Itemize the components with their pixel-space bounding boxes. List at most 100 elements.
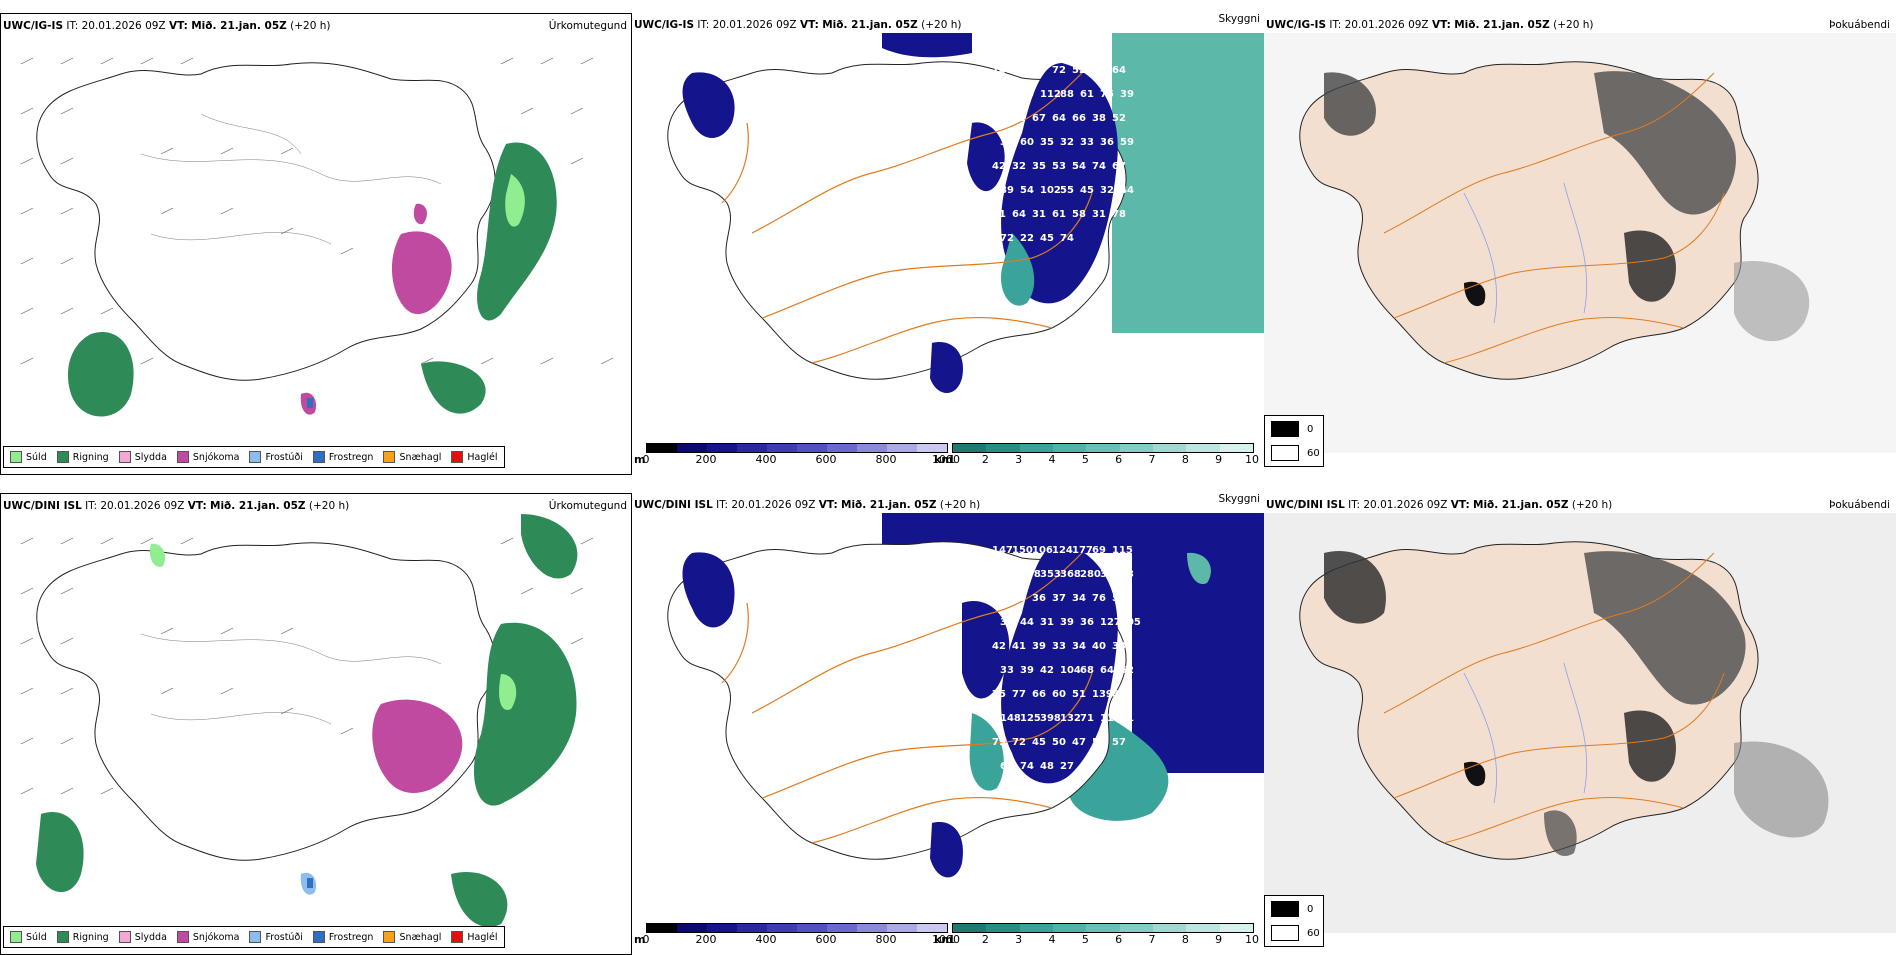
cloudbase-value-label: 139	[1092, 689, 1113, 700]
colorbar-segment	[857, 924, 887, 932]
cloudbase-value-label: 51	[1092, 737, 1106, 748]
cloudbase-value-label: 74	[1020, 761, 1034, 772]
precip-type-map	[20, 514, 594, 927]
cloudbase-value-label: 51	[992, 209, 1006, 220]
cloudbase-value-label: 45	[1080, 185, 1094, 196]
visibility-colorbar: km 1 2 3 4 5 6 7 8 9 10	[934, 923, 1259, 949]
colorbar-segment	[1219, 444, 1253, 452]
cloudbase-value-label: 60	[1000, 761, 1014, 772]
cloudbase-value-label: 74	[1092, 161, 1106, 172]
cloudbase-value-label: 66	[1072, 113, 1086, 124]
cloudbase-value-label: 50	[1052, 737, 1066, 748]
cloudbase-value-label: 112	[1100, 713, 1121, 724]
fog-legend-top: 0 60	[1264, 415, 1324, 467]
cloudbase-value-label: 115	[1112, 545, 1133, 556]
cloudbase-value-label: 31	[1040, 617, 1054, 628]
colorbar-segment	[917, 924, 947, 932]
roads	[1383, 72, 1725, 364]
legend-swatch	[383, 451, 396, 463]
colorbar-segment	[1219, 924, 1253, 932]
cloudbase-value-label: 32	[1012, 113, 1026, 124]
cloudbase-value-label: 10	[1000, 89, 1014, 100]
panel-title: Úrkomutegund	[548, 500, 627, 512]
cloudbase-value-label: 42	[992, 641, 1006, 652]
cloudbase-value-label: 34	[1072, 641, 1086, 652]
cloudbase-value-label: 31	[1000, 137, 1014, 148]
colorbar-tick-label: 400	[755, 453, 777, 466]
cloudbase-value-label: 57	[1112, 737, 1126, 748]
cloudbase-value-label: 32	[1060, 137, 1074, 148]
colorbar-tick-label: 1000	[932, 453, 960, 466]
colorbar-tick-label: 800	[875, 933, 897, 946]
legend-snaehagl: Snæhagl	[383, 931, 441, 943]
cloudbase-value-label: 62	[1120, 665, 1134, 676]
cloudbase-value-label: 36	[1100, 137, 1114, 148]
colorbar-segment	[1086, 444, 1120, 452]
panel-header: UWC/IG-IS IT: 20.01.2026 09Z VT: Mið. 21…	[634, 19, 962, 31]
colorbar-tick-label: 5	[1081, 933, 1089, 946]
roads	[721, 72, 1093, 364]
cloudbase-value-label: 53	[1052, 161, 1066, 172]
cloudbase-value-label: 76	[1092, 593, 1106, 604]
cloudbase-value-label: 58	[1072, 209, 1086, 220]
cloudbase-value-label: 55	[1020, 89, 1034, 100]
cloudbase-value-label: 39	[1020, 665, 1034, 676]
precip-areas	[36, 514, 578, 927]
cloudbase-value-label: 38	[1092, 113, 1106, 124]
cloudbase-value-label: 39	[1060, 617, 1074, 628]
cloudbase-value-label: 61	[1120, 713, 1134, 724]
cloudbase-value-label: 51	[1072, 689, 1086, 700]
fog-map	[1264, 513, 1896, 933]
cloudbase-value-label: 72	[1012, 737, 1026, 748]
colorbar-segment	[887, 444, 917, 452]
cloudbase-value-label: 27	[1060, 761, 1074, 772]
precip-legend: Súld Rigning Slydda Snjókoma Frostúði Fr…	[3, 446, 505, 468]
cloudbase-value-label: 88	[1060, 89, 1074, 100]
legend-swatch	[176, 451, 189, 463]
colorbar-segment	[953, 444, 987, 452]
colorbar-segment	[797, 924, 827, 932]
legend-frostregn: Frostregn	[312, 931, 373, 943]
cloudbase-value-label: 31	[1032, 209, 1046, 220]
panel-title: Þokuábendi	[1829, 499, 1890, 511]
cloudbase-map: 148 136 63 72 52 62 64 10 55 112 88 61 75 39 42 32 67 64 6…	[667, 33, 1264, 393]
cloudbase-value-label: 48	[992, 593, 1006, 604]
colorbar-segment	[986, 924, 1020, 932]
cloudbase-value-label: 67	[1112, 161, 1126, 172]
fog-swatch-light	[1271, 925, 1299, 941]
colorbar-segment	[1052, 444, 1087, 452]
cloudbase-value-label: 64	[1100, 665, 1114, 676]
cloudbase-value-label: 150	[1012, 545, 1033, 556]
panel-header: UWC/DINI ISL IT: 20.01.2026 09Z VT: Mið.…	[634, 499, 981, 511]
legend-frostregn: Frostregn	[312, 451, 373, 463]
panel-header: UWC/DINI ISL IT: 20.01.2026 09Z VT: Mið.…	[3, 500, 350, 512]
colorbar-segment	[767, 924, 797, 932]
cloudbase-value-label: 72	[1000, 233, 1014, 244]
cloudbase-value-label: 63	[1120, 569, 1134, 580]
colorbar-segment	[1152, 444, 1187, 452]
colorbar-tick-label: 7	[1148, 933, 1156, 946]
fog-swatch-light	[1271, 445, 1299, 461]
cloudbase-value-label: 36	[1080, 617, 1094, 628]
legend-swatch	[10, 451, 22, 463]
cloudbase-value-label: 33	[1000, 665, 1014, 676]
cloudbase-value-label: 63	[1032, 65, 1046, 76]
legend-slydda: Slydda	[118, 931, 167, 943]
legend-rigning: Rigning	[56, 451, 109, 463]
cloudbase-value-label: 89	[1000, 185, 1014, 196]
panel-title: Þokuábendi	[1829, 19, 1890, 31]
legend-frostudi: Frostúði	[249, 931, 303, 943]
colorbar-segment	[707, 444, 737, 452]
legend-swatch	[312, 931, 325, 943]
cloudbase-value-label: 74	[1060, 233, 1074, 244]
cloudbase-value-label: 42	[1040, 665, 1054, 676]
visibility-colorbar: km 1 2 3 4 5 6 7 8 9 10	[934, 443, 1259, 469]
colorbar-segment	[797, 444, 827, 452]
cloudbase-visibility-panel-top: UWC/IG-IS IT: 20.01.2026 09Z VT: Mið. 21…	[632, 13, 1264, 475]
cloudbase-value-label: 64	[1112, 65, 1126, 76]
colorbar-tick-label: 0	[642, 453, 650, 466]
legend-swatch	[10, 931, 22, 943]
cloudbase-value-label: 44	[1020, 617, 1034, 628]
cloudbase-value-label: 36	[1032, 593, 1046, 604]
terrain-lines	[140, 113, 442, 245]
